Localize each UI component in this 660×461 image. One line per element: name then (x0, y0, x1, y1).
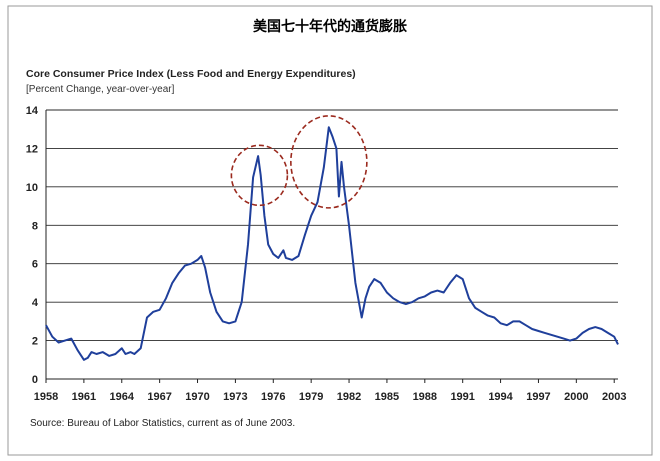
x-tick-label: 2000 (564, 391, 588, 403)
y-tick-label: 0 (32, 374, 38, 386)
x-tick-label: 1991 (450, 391, 474, 403)
y-tick-label: 8 (32, 220, 38, 232)
x-tick-label: 1997 (526, 391, 550, 403)
y-tick-label: 4 (32, 297, 39, 309)
x-tick-label: 1976 (261, 391, 285, 403)
y-tick-label: 14 (26, 105, 39, 117)
highlight-circle (230, 144, 289, 207)
source-note: Source: Bureau of Labor Statistics, curr… (30, 418, 296, 429)
x-tick-label: 1982 (337, 391, 361, 403)
y-tick-labels: 0 2 4 6 8 10 12 14 (26, 105, 39, 386)
y-axis-label: [Percent Change, year-over-year] (26, 84, 175, 95)
highlight-layer (230, 115, 368, 209)
chart-subtitle: Core Consumer Price Index (Less Food and… (26, 68, 356, 80)
x-tick-label: 1994 (488, 391, 513, 403)
x-tick-label: 1973 (223, 391, 247, 403)
x-tick-label: 1979 (299, 391, 323, 403)
chart-title: 美国七十年代的通货膨胀 (253, 19, 407, 35)
x-tick-labels: 1958 1961 1964 1967 1970 1973 1976 1979 1982 1985… (34, 391, 627, 403)
x-tick-label: 2003 (602, 391, 626, 403)
series-line (45, 126, 619, 361)
x-tick-label: 1958 (34, 391, 58, 403)
highlight-circle (290, 115, 368, 209)
y-tick-label: 2 (32, 336, 38, 348)
y-tick-label: 12 (26, 143, 38, 155)
y-tick-label: 10 (26, 182, 38, 194)
axes-layer (45, 110, 618, 383)
x-tick-label: 1967 (147, 391, 171, 403)
x-tick-label: 1970 (185, 391, 209, 403)
x-tick-label: 1988 (413, 391, 437, 403)
y-tick-label: 6 (32, 259, 38, 271)
x-tick-label: 1961 (72, 391, 96, 403)
grid-layer (46, 109, 618, 342)
series-layer (45, 126, 619, 361)
x-tick-label: 1964 (110, 391, 135, 403)
x-tick-label: 1985 (375, 391, 399, 403)
